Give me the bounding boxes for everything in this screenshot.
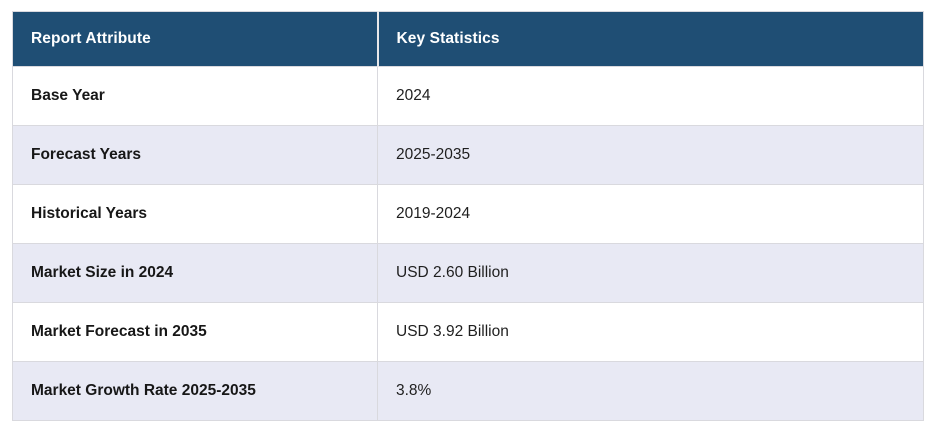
- attribute-cell-forecast-years: Forecast Years: [12, 125, 378, 185]
- attribute-cell-market-growth-rate: Market Growth Rate 2025-2035: [12, 361, 378, 421]
- table-header: Report Attribute Key Statistics: [12, 11, 924, 67]
- value-cell-forecast-years: 2025-2035: [377, 125, 924, 185]
- table-row: Historical Years 2019-2024: [12, 184, 924, 244]
- attribute-cell-market-forecast-2035: Market Forecast in 2035: [12, 302, 378, 362]
- report-statistics-table: Report Attribute Key Statistics Base Yea…: [12, 11, 924, 421]
- table-row: Market Forecast in 2035 USD 3.92 Billion: [12, 302, 924, 362]
- table-row: Market Growth Rate 2025-2035 3.8%: [12, 361, 924, 421]
- value-cell-base-year: 2024: [377, 66, 924, 126]
- attribute-cell-historical-years: Historical Years: [12, 184, 378, 244]
- value-cell-market-forecast-2035: USD 3.92 Billion: [377, 302, 924, 362]
- table-body: Base Year 2024 Forecast Years 2025-2035 …: [12, 66, 924, 421]
- value-cell-market-growth-rate: 3.8%: [377, 361, 924, 421]
- value-cell-market-size-2024: USD 2.60 Billion: [377, 243, 924, 303]
- table-row: Market Size in 2024 USD 2.60 Billion: [12, 243, 924, 303]
- attribute-cell-base-year: Base Year: [12, 66, 378, 126]
- value-cell-historical-years: 2019-2024: [377, 184, 924, 244]
- column-header-report-attribute: Report Attribute: [12, 11, 378, 67]
- table-row: Forecast Years 2025-2035: [12, 125, 924, 185]
- attribute-cell-market-size-2024: Market Size in 2024: [12, 243, 378, 303]
- header-row: Report Attribute Key Statistics: [12, 11, 924, 67]
- table-row: Base Year 2024: [12, 66, 924, 126]
- column-header-key-statistics: Key Statistics: [376, 11, 924, 67]
